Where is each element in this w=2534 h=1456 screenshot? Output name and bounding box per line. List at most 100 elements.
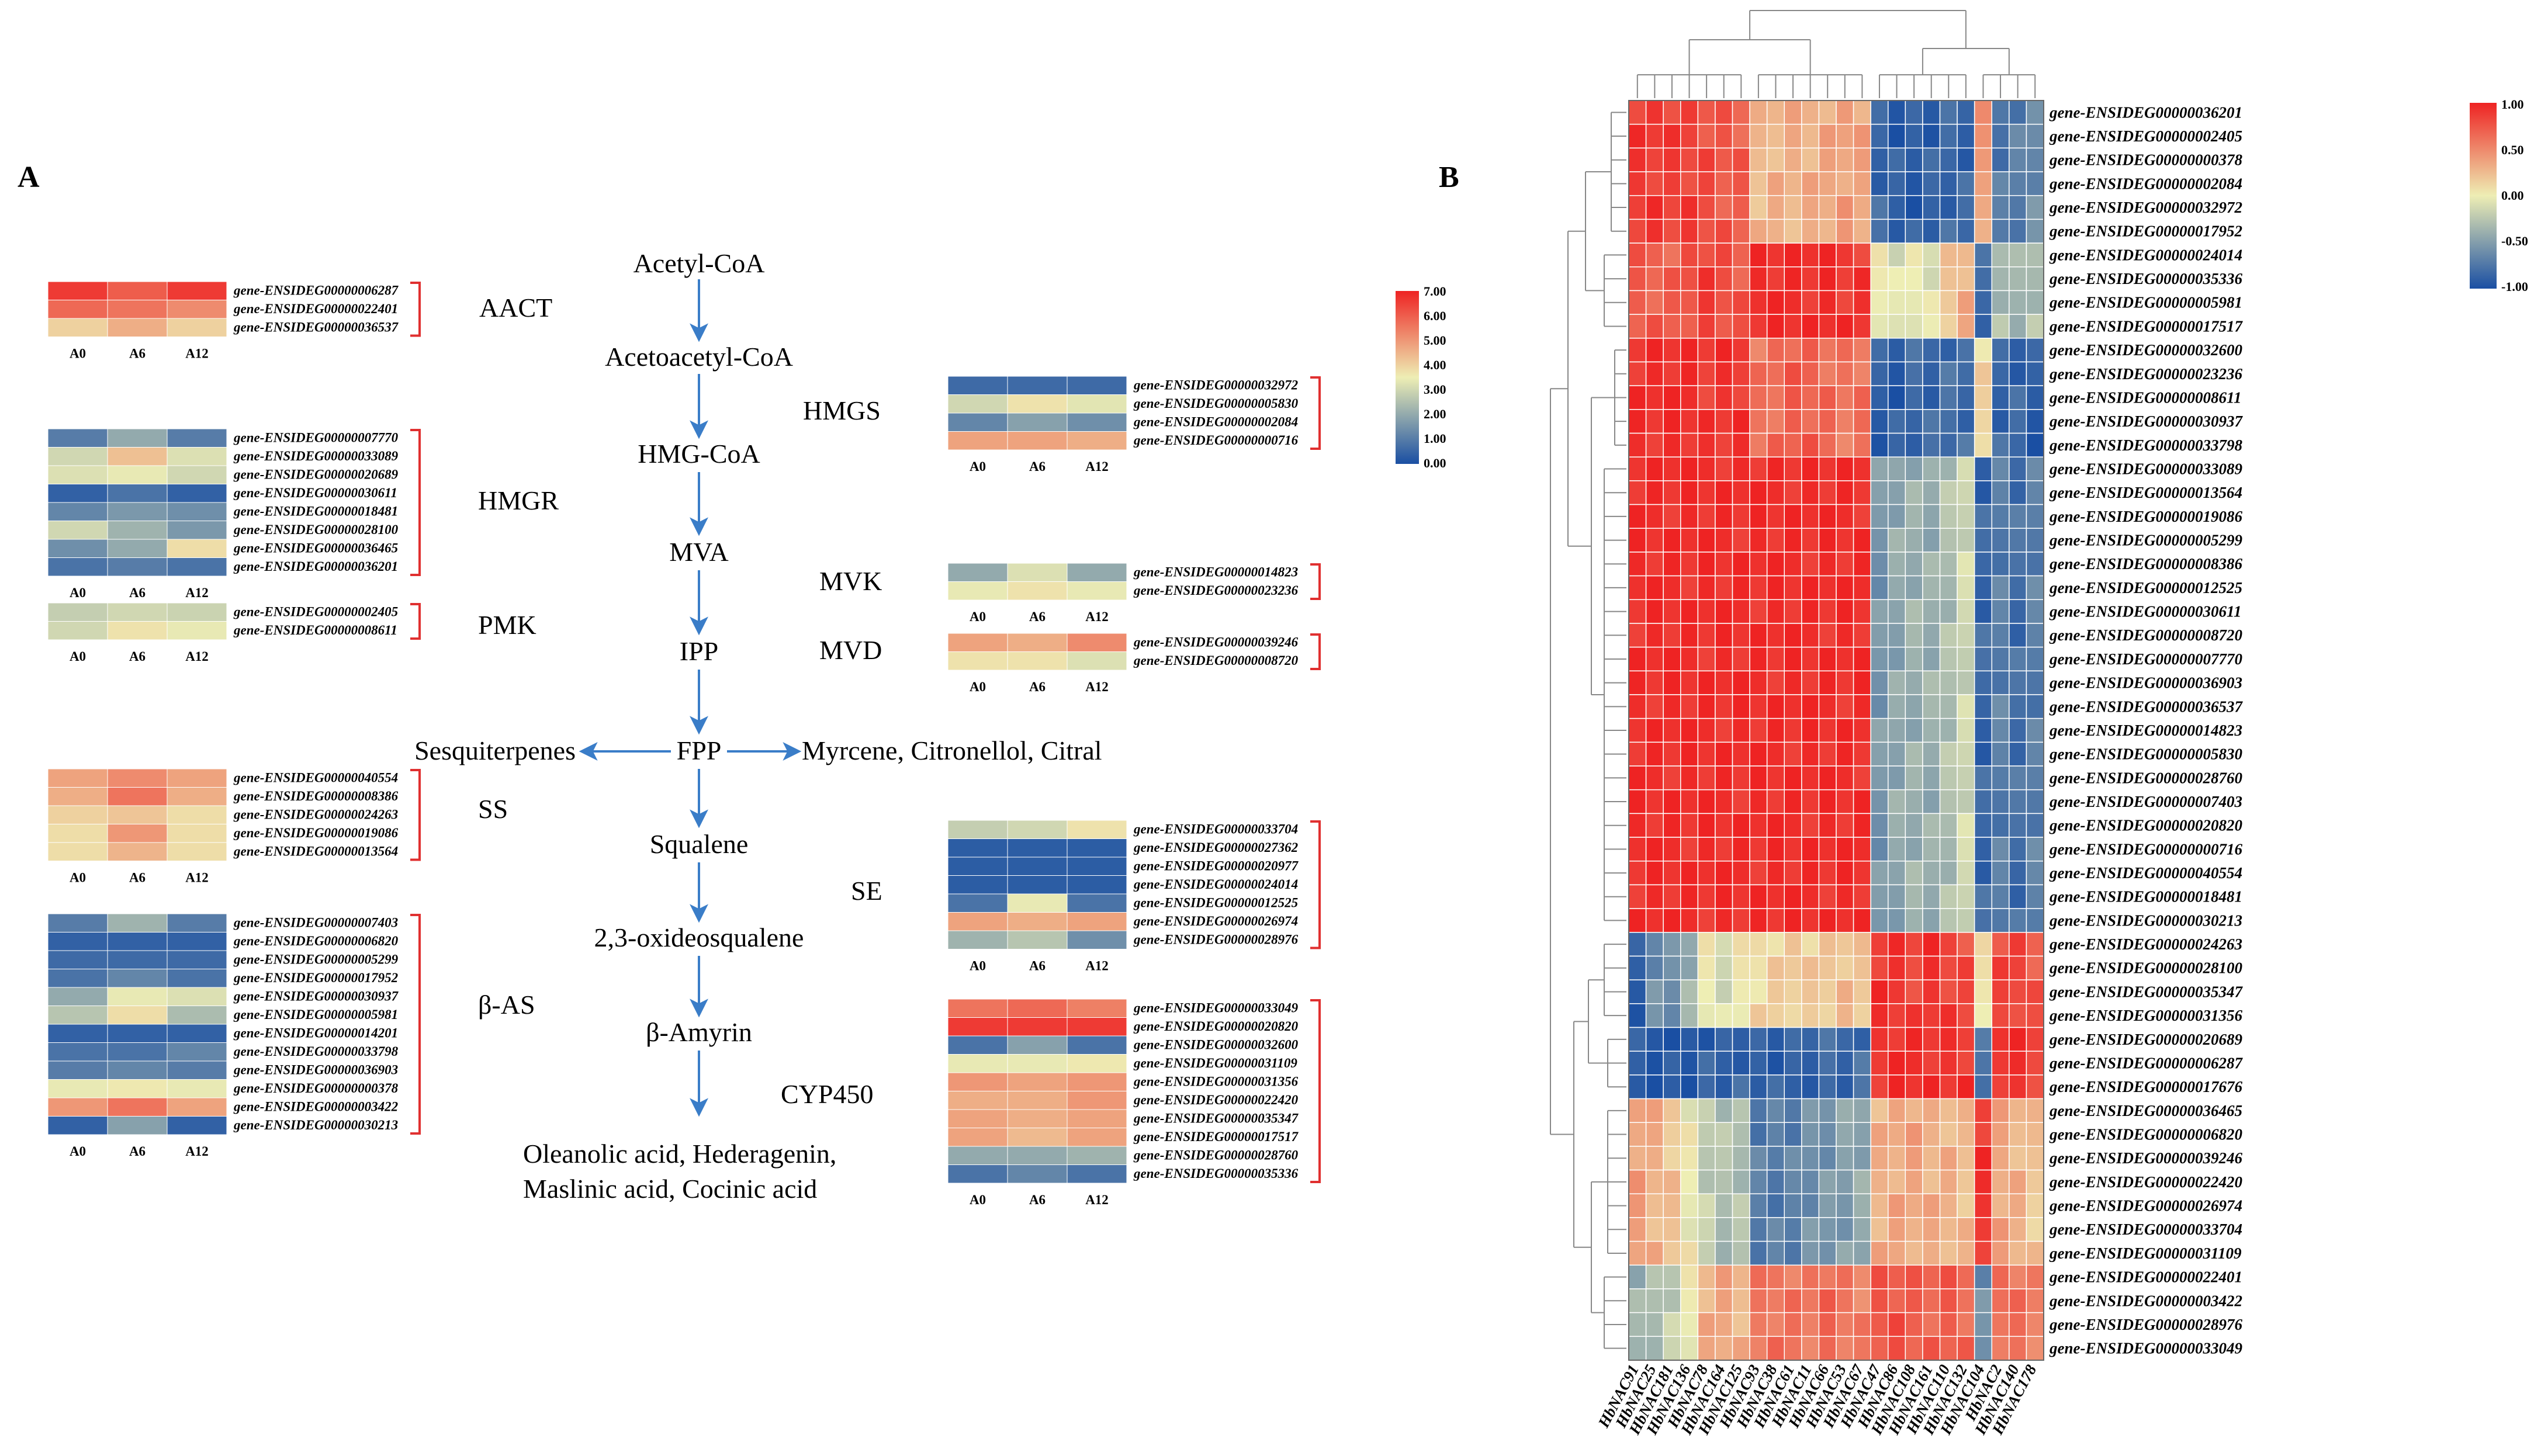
- correlation-cell: [1991, 908, 2010, 933]
- correlation-cell: [1922, 100, 1941, 125]
- row-label: gene-ENSIDEG00000006287: [2049, 1054, 2244, 1072]
- heatmap-cell: [107, 1006, 168, 1025]
- correlation-cell: [1645, 171, 1664, 196]
- heatmap-cell: [1067, 912, 1127, 931]
- correlation-cell: [1766, 646, 1785, 672]
- heatmap-cell: [107, 602, 168, 622]
- correlation-cell: [1957, 1193, 1975, 1218]
- colorbar-b: 1.00 0.50 0.00 -0.50 -1.00: [2470, 97, 2528, 294]
- correlation-cell: [1939, 100, 1958, 125]
- correlation-cell: [1957, 528, 1975, 553]
- correlation-cell: [2026, 1336, 2044, 1361]
- heatmap-cell: [947, 651, 1008, 671]
- correlation-cell: [1991, 1027, 2010, 1052]
- correlation-cell: [1766, 813, 1785, 838]
- heatmap-cell: [107, 932, 168, 951]
- correlation-cell: [1818, 932, 1837, 957]
- correlation-cell: [1818, 884, 1837, 909]
- correlation-cell: [1853, 1336, 1871, 1361]
- correlation-cell: [1732, 884, 1750, 909]
- correlation-cell: [2026, 314, 2044, 339]
- correlation-cell: [1749, 338, 1768, 363]
- heatmap-cell: [107, 521, 168, 540]
- correlation-cell: [1818, 314, 1837, 339]
- correlation-cell: [1991, 741, 2010, 767]
- correlation-cell: [1766, 338, 1785, 363]
- correlation-cell: [1922, 385, 1941, 410]
- correlation-cell: [1888, 789, 1906, 814]
- correlation-cell: [1732, 1288, 1750, 1313]
- correlation-cell: [2026, 385, 2044, 410]
- heatmap-cell: [167, 1079, 227, 1098]
- correlation-cell: [1957, 171, 1975, 196]
- correlation-cell: [1801, 908, 1820, 933]
- correlation-cell: [1853, 1027, 1871, 1052]
- correlation-cell: [1749, 1217, 1768, 1242]
- heatmap-cell: [1067, 857, 1127, 876]
- gene-label: gene-ENSIDEG00000031109: [1133, 1056, 1297, 1070]
- row-label: gene-ENSIDEG00000036465: [2049, 1102, 2242, 1119]
- correlation-cell: [1853, 1240, 1871, 1266]
- heatmap-cell: [167, 621, 227, 640]
- heatmap-cell: [107, 842, 168, 861]
- correlation-cell: [1766, 1193, 1785, 1218]
- correlation-cell: [1680, 338, 1699, 363]
- correlation-cell: [2009, 290, 2027, 315]
- heatmap-cell: [947, 1164, 1008, 1184]
- correlation-cell: [1888, 314, 1906, 339]
- correlation-cell: [1697, 195, 1716, 220]
- correlation-cell: [1939, 432, 1958, 457]
- correlation-cell: [1715, 147, 1733, 172]
- correlation-cell: [1663, 361, 1681, 386]
- gene-label: gene-ENSIDEG00000039246: [1133, 635, 1299, 650]
- correlation-cell: [1974, 623, 1993, 648]
- correlation-cell: [1939, 338, 1958, 363]
- correlation-cell: [1888, 338, 1906, 363]
- correlation-cell: [2009, 100, 2027, 125]
- row-label: gene-ENSIDEG00000024014: [2049, 246, 2242, 264]
- correlation-cell: [1732, 1146, 1750, 1171]
- correlation-cell: [2026, 266, 2044, 292]
- correlation-cell: [1991, 1240, 2010, 1266]
- row-dendrogram: [1550, 112, 1626, 1349]
- correlation-cell: [1680, 717, 1699, 743]
- correlation-cell: [1801, 338, 1820, 363]
- correlation-cell: [1974, 100, 1993, 125]
- correlation-cell: [2009, 219, 2027, 244]
- correlation-cell: [1974, 385, 1993, 410]
- correlation-cell: [1991, 552, 2010, 577]
- correlation-cell: [1697, 1051, 1716, 1076]
- correlation-cell: [1957, 361, 1975, 386]
- correlation-cell: [1870, 1146, 1889, 1171]
- correlation-cell: [1888, 694, 1906, 719]
- correlation-cell: [2026, 290, 2044, 315]
- correlation-cell: [1628, 1312, 1647, 1337]
- heatmap-mvd: gene-ENSIDEG00000039246gene-ENSIDEG00000…: [819, 633, 1321, 694]
- correlation-cell: [1680, 837, 1699, 862]
- row-label: gene-ENSIDEG00000036537: [2049, 698, 2244, 715]
- correlation-cell: [1680, 1288, 1699, 1313]
- correlation-cell: [1663, 1074, 1681, 1100]
- correlation-cell: [1784, 837, 1802, 862]
- correlation-cell: [1888, 765, 1906, 791]
- correlation-cell: [1749, 409, 1768, 434]
- correlation-cell: [1939, 409, 1958, 434]
- correlation-cell: [1888, 979, 1906, 1004]
- correlation-cell: [1905, 219, 1923, 244]
- correlation-cell: [1905, 1074, 1923, 1100]
- correlation-cell: [1991, 623, 2010, 648]
- correlation-cell: [1749, 1003, 1768, 1028]
- correlation-cell: [1749, 1240, 1768, 1266]
- correlation-cell: [1663, 1217, 1681, 1242]
- correlation-cell: [1836, 646, 1854, 672]
- correlation-cell: [1939, 314, 1958, 339]
- correlation-cell: [1870, 599, 1889, 624]
- correlation-cell: [2009, 456, 2027, 481]
- correlation-cell: [1715, 789, 1733, 814]
- correlation-cell: [1784, 932, 1802, 957]
- correlation-cell: [1922, 908, 1941, 933]
- correlation-cell: [1888, 290, 1906, 315]
- correlation-cell: [1853, 765, 1871, 791]
- heatmap-cell: [47, 557, 108, 577]
- correlation-cell: [1905, 195, 1923, 220]
